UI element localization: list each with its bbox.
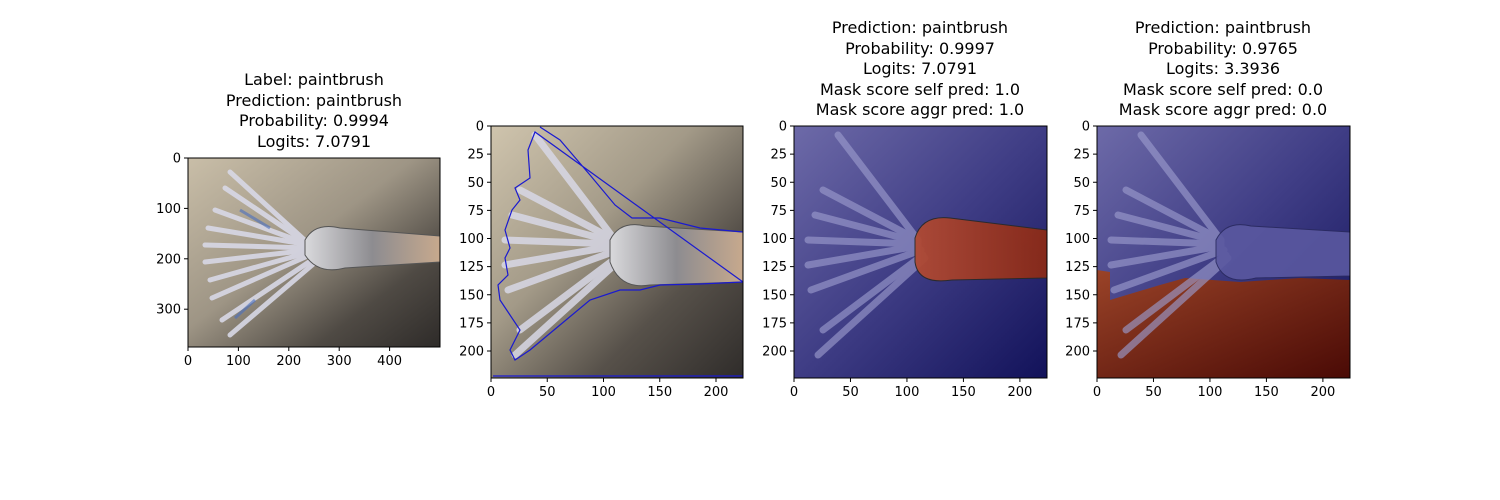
y-tick-label: 125 [762, 260, 787, 275]
x-tick-label: 0 [487, 385, 495, 400]
y-tick-label: 75 [770, 204, 787, 219]
y-tick-label: 25 [770, 148, 787, 163]
panel-2-image [491, 126, 743, 378]
x-tick-label: 400 [377, 354, 402, 369]
x-tick-label: 0 [1093, 385, 1101, 400]
x-tick-label: 150 [951, 385, 976, 400]
y-tick-label: 75 [467, 204, 484, 219]
title-line: Mask score self pred: 1.0 [819, 79, 1021, 99]
panel-3-title: Prediction: paintbrush Probability: 0.99… [816, 18, 1024, 121]
y-tick-label: 50 [467, 176, 484, 191]
mask-highlight-handle [914, 217, 1047, 282]
y-tick-label: 50 [770, 176, 787, 191]
y-tick-label: 75 [1073, 204, 1090, 219]
x-tick-label: 50 [842, 385, 859, 400]
x-tick-label: 150 [1254, 385, 1279, 400]
y-tick-label: 200 [459, 345, 484, 360]
y-tick-label: 0 [779, 120, 787, 135]
y-tick-label: 100 [762, 232, 787, 247]
x-tick-label: 0 [790, 385, 798, 400]
y-tick-label: 50 [1073, 176, 1090, 191]
y-tick-label: 25 [467, 148, 484, 163]
panel-1-title: Label: paintbrush Prediction: paintbrush… [226, 70, 402, 152]
title-line: Prediction: paintbrush [831, 18, 1009, 37]
y-tick-label: 150 [459, 288, 484, 303]
x-tick-label: 200 [704, 385, 729, 400]
y-tick-label: 200 [762, 345, 787, 360]
x-tick-label: 200 [1007, 385, 1032, 400]
x-tick-label: 200 [276, 354, 301, 369]
brush-bristles [202, 169, 321, 338]
y-tick-label: 175 [1065, 316, 1090, 331]
y-tick-label: 100 [1065, 232, 1090, 247]
panel-1-image [188, 158, 440, 347]
y-tick-label: 0 [1082, 120, 1090, 135]
y-tick-label: 175 [459, 316, 484, 331]
x-tick-label: 100 [591, 385, 616, 400]
mask-highlight-background [1097, 270, 1350, 378]
title-line: Probability: 0.9997 [845, 38, 995, 58]
y-tick-label: 150 [762, 288, 787, 303]
y-tick-label: 175 [762, 316, 787, 331]
y-tick-label: 125 [1065, 260, 1090, 275]
title-line: Logits: 3.3936 [1165, 59, 1281, 79]
y-tick-label: 100 [156, 202, 181, 217]
x-tick-label: 0 [184, 354, 192, 369]
title-line: Label: paintbrush [244, 70, 384, 89]
y-tick-label: 300 [156, 303, 181, 318]
x-tick-label: 50 [1145, 385, 1162, 400]
axis-ticks: 0 100 200 300 400 0 100 200 300 0 50 100 150 200 0 25 50… [156, 120, 1335, 401]
y-tick-label: 200 [1065, 345, 1090, 360]
y-tick-label: 150 [1065, 288, 1090, 303]
title-line: Mask score self pred: 0.0 [1122, 79, 1324, 99]
title-line: Prediction: paintbrush [225, 90, 403, 110]
y-tick-label: 200 [156, 252, 181, 267]
y-tick-label: 25 [1073, 148, 1090, 163]
panel-4-title: Prediction: paintbrush Probability: 0.97… [1119, 18, 1327, 121]
y-tick-label: 125 [459, 260, 484, 275]
x-tick-label: 200 [1310, 385, 1335, 400]
y-tick-label: 0 [476, 120, 484, 135]
mask-contour [493, 126, 743, 377]
title-line: Logits: 7.0791 [862, 59, 978, 79]
panel-4-image [1097, 126, 1350, 378]
x-tick-label: 150 [647, 385, 672, 400]
x-tick-label: 100 [226, 354, 251, 369]
x-tick-label: 50 [539, 385, 556, 400]
x-tick-label: 300 [327, 354, 352, 369]
title-line: Probability: 0.9994 [239, 111, 389, 131]
title-line: Mask score aggr pred: 1.0 [815, 100, 1025, 120]
y-tick-label: 100 [459, 232, 484, 247]
title-line: Mask score aggr pred: 0.0 [1118, 100, 1328, 120]
y-tick-label: 0 [173, 152, 181, 167]
title-line: Logits: 7.0791 [256, 131, 372, 151]
title-line: Probability: 0.9765 [1148, 38, 1298, 58]
panel-3-image [794, 126, 1047, 378]
title-line: Prediction: paintbrush [1134, 18, 1312, 37]
x-tick-label: 100 [895, 385, 920, 400]
brush-handle [304, 226, 440, 271]
x-tick-label: 100 [1198, 385, 1223, 400]
